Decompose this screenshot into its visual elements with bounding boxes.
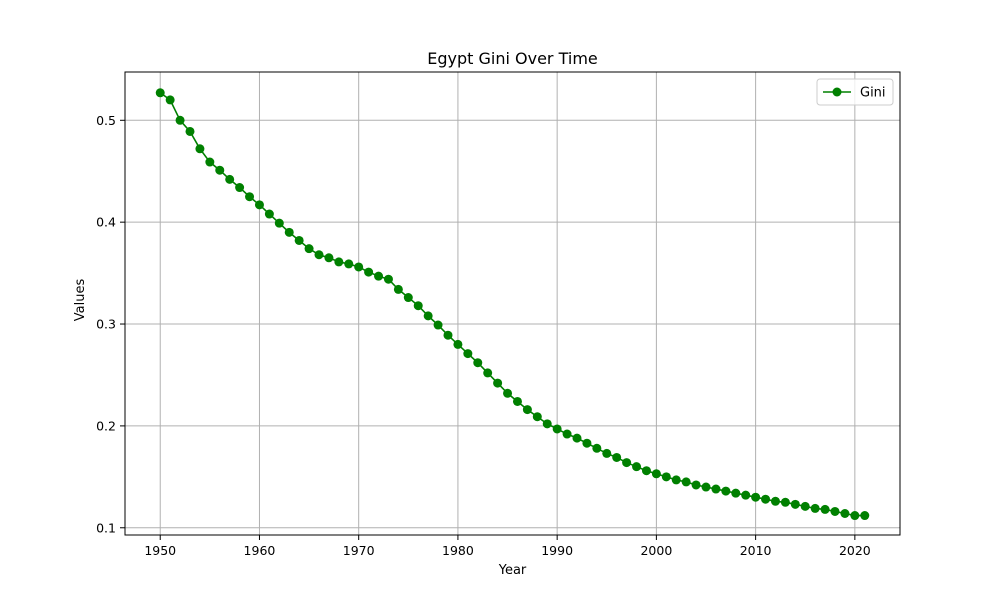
data-point [205, 157, 215, 167]
legend-marker [832, 87, 842, 97]
data-point [860, 511, 870, 521]
data-point [483, 368, 493, 378]
data-point [165, 95, 175, 105]
data-point [403, 293, 413, 303]
x-tick-label: 2000 [640, 543, 672, 558]
y-tick-label: 0.1 [96, 520, 116, 535]
data-point [413, 301, 423, 311]
data-point [731, 488, 741, 498]
data-point [810, 503, 820, 513]
y-tick-label: 0.2 [96, 418, 116, 433]
data-point [195, 144, 205, 154]
data-point [453, 339, 463, 349]
data-point [383, 274, 393, 284]
data-point [622, 458, 632, 468]
legend-label: Gini [860, 86, 886, 101]
x-tick-label: 1970 [343, 543, 375, 558]
x-tick-label: 2020 [839, 543, 871, 558]
data-point [314, 250, 324, 260]
x-tick-label: 1990 [541, 543, 573, 558]
data-point [245, 192, 255, 202]
data-point [651, 469, 661, 479]
data-point [820, 504, 830, 514]
data-point [443, 330, 453, 340]
data-point [562, 429, 572, 439]
y-tick-label: 0.3 [96, 317, 116, 332]
data-point [681, 477, 691, 487]
data-point [542, 419, 552, 429]
data-point [433, 320, 443, 330]
data-point [503, 388, 513, 398]
data-point [691, 480, 701, 490]
data-point [612, 452, 622, 462]
y-tick-label: 0.4 [96, 215, 116, 230]
data-point [215, 165, 225, 175]
data-point [284, 227, 294, 237]
data-point [800, 501, 810, 511]
data-point [254, 200, 264, 210]
data-point [512, 396, 522, 406]
data-point [473, 358, 483, 368]
chart-title: Egypt Gini Over Time [427, 49, 598, 68]
data-point [294, 235, 304, 245]
x-tick-label: 1950 [144, 543, 176, 558]
data-point [572, 433, 582, 443]
data-point [493, 378, 503, 388]
data-point [552, 424, 562, 434]
data-point [592, 443, 602, 453]
data-point [780, 497, 790, 507]
data-point [602, 448, 612, 458]
data-point [324, 253, 334, 263]
x-tick-label: 1960 [244, 543, 276, 558]
x-tick-label: 1980 [442, 543, 474, 558]
data-point [423, 311, 433, 321]
legend: Gini [816, 78, 894, 106]
legend-box [816, 78, 894, 106]
x-axis-label: Year [498, 563, 527, 578]
data-point [264, 209, 274, 219]
data-point [761, 494, 771, 504]
data-point [532, 412, 542, 422]
data-point [235, 183, 245, 193]
data-point [830, 506, 840, 516]
x-axis: 1950 1960 1970 1980 1990 2000 2010 2020 [144, 535, 871, 558]
data-point [770, 496, 780, 506]
plot-frame [124, 71, 901, 536]
data-point [661, 472, 671, 482]
x-tick-label: 2010 [740, 543, 772, 558]
data-point [393, 284, 403, 294]
data-point [334, 257, 344, 267]
data-point [344, 259, 354, 269]
data-point [641, 466, 651, 476]
data-point [274, 218, 284, 228]
data-point [741, 490, 751, 500]
data-point [721, 486, 731, 496]
data-point [582, 438, 592, 448]
grid [125, 72, 900, 535]
data-point [751, 492, 761, 502]
data-point [790, 499, 800, 509]
y-axis-label: Values [73, 279, 88, 322]
data-point [671, 475, 681, 485]
data-point [632, 462, 642, 472]
series-layer [155, 88, 870, 521]
data-point [711, 484, 721, 494]
y-axis: 0.1 0.2 0.3 0.4 0.5 [96, 113, 125, 535]
data-point [175, 115, 185, 125]
data-point [185, 126, 195, 136]
data-point [463, 349, 473, 359]
data-point [364, 267, 374, 277]
data-point [522, 405, 532, 415]
data-point [701, 482, 711, 492]
data-point [225, 174, 235, 184]
data-point [304, 244, 314, 254]
data-point [850, 511, 860, 521]
y-tick-label: 0.5 [96, 113, 116, 128]
data-point [354, 262, 364, 272]
data-point [155, 88, 165, 98]
data-point [840, 509, 850, 519]
data-point [374, 271, 384, 281]
